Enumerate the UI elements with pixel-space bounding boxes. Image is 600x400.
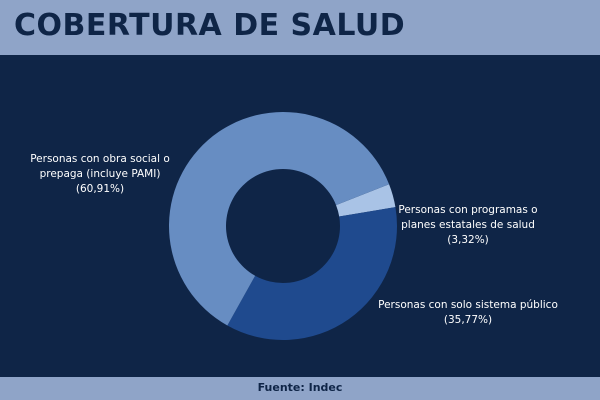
slice-public-only [227, 207, 397, 341]
slice-public-only-label: Personas con solo sistema público (35,77%… [378, 299, 558, 326]
slice-social-insurance [169, 112, 390, 326]
slice-social-insurance-label: Personas con obra social o prepaga (inclu… [30, 153, 170, 195]
source-note: Fuente: Indec [257, 381, 343, 394]
slice-state-programs-label: Personas con programas o planes estatales… [398, 204, 537, 246]
page-title: COBERTURA DE SALUD [14, 8, 406, 43]
footer-bar: Fuente: Indec [0, 377, 600, 400]
header-bar: COBERTURA DE SALUD [0, 0, 600, 55]
slice-state-programs [336, 184, 396, 217]
